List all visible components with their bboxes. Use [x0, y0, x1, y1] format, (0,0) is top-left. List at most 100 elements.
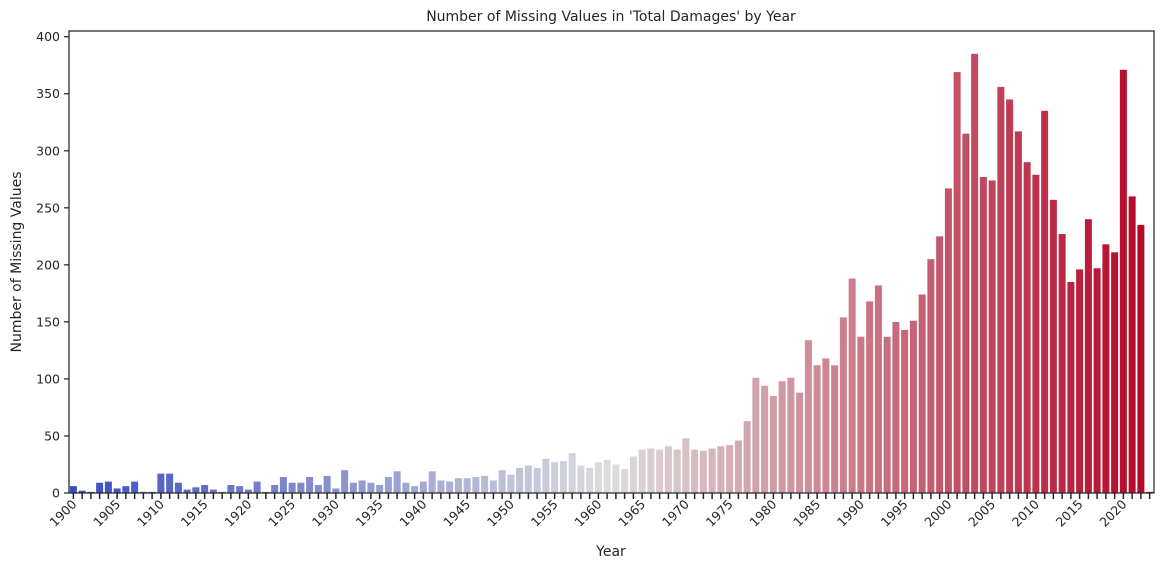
bar-1927 — [306, 477, 314, 493]
bar-1985 — [813, 365, 821, 493]
bar-1930 — [332, 488, 340, 493]
bar-2003 — [971, 53, 979, 494]
bar-1955 — [551, 462, 559, 493]
bar-1956 — [559, 461, 567, 493]
x-tick-label-1980: 1980 — [746, 496, 779, 529]
x-tick-label-1970: 1970 — [659, 496, 692, 529]
bar-1951 — [516, 467, 524, 493]
bar-2017 — [1093, 268, 1101, 493]
y-tick-label-200: 200 — [36, 257, 60, 272]
bar-1980 — [769, 396, 777, 493]
bar-1975 — [726, 445, 734, 493]
x-tick-label-1985: 1985 — [790, 497, 823, 530]
y-axis: 0 50 100 150 200 250 300 350 400 — [36, 29, 69, 501]
x-tick-label-1945: 1945 — [440, 497, 473, 530]
y-tick-label-300: 300 — [36, 143, 60, 158]
bar-1943 — [446, 481, 454, 493]
bar-2015 — [1076, 269, 1084, 493]
bar-1906 — [122, 486, 130, 493]
bar-2011 — [1041, 110, 1049, 493]
bar-2000 — [944, 188, 952, 494]
bar-2001 — [953, 72, 961, 493]
x-tick-label-1975: 1975 — [703, 497, 736, 530]
y-tick-label-0: 0 — [52, 486, 60, 501]
x-tick-label-1995: 1995 — [878, 497, 911, 530]
bar-1926 — [297, 482, 305, 493]
bar-2007 — [1006, 99, 1014, 493]
bar-2012 — [1049, 199, 1057, 493]
x-tick-label-1905: 1905 — [90, 497, 123, 530]
bar-1961 — [603, 459, 611, 493]
bar-1919 — [236, 486, 244, 493]
bar-1949 — [498, 470, 506, 493]
y-tick-label-350: 350 — [36, 86, 60, 101]
bar-1992 — [874, 285, 882, 493]
bar-1933 — [358, 480, 366, 493]
bar-2014 — [1067, 281, 1075, 493]
bar-1966 — [647, 448, 655, 493]
bar-1984 — [804, 340, 812, 493]
bars-group — [69, 53, 1154, 494]
bar-1958 — [577, 465, 585, 493]
bar-1999 — [936, 236, 944, 493]
bar-2022 — [1137, 224, 1145, 493]
bar-1994 — [892, 321, 900, 493]
bar-1928 — [314, 485, 322, 493]
x-tick-label-1955: 1955 — [528, 497, 561, 530]
x-tick-label-2020: 2020 — [1096, 496, 1129, 529]
bar-1991 — [866, 301, 874, 493]
bar-2008 — [1014, 131, 1022, 493]
y-tick-label-100: 100 — [36, 371, 60, 386]
x-tick-label-1910: 1910 — [134, 496, 167, 529]
bar-2006 — [997, 86, 1005, 494]
bar-1993 — [883, 336, 891, 493]
bar-1945 — [463, 478, 471, 493]
bar-1990 — [857, 336, 865, 493]
bar-1925 — [288, 482, 296, 493]
x-tick-label-1965: 1965 — [615, 497, 648, 530]
bar-2005 — [988, 180, 996, 493]
x-tick-label-2010: 2010 — [1009, 496, 1042, 529]
x-tick-label-1950: 1950 — [484, 496, 517, 529]
bar-1965 — [638, 449, 646, 493]
bar-1916 — [209, 489, 217, 493]
bar-1996 — [909, 320, 917, 493]
bar-1953 — [533, 467, 541, 493]
bar-1979 — [761, 385, 769, 493]
x-tick-label-1935: 1935 — [353, 497, 386, 530]
bar-1959 — [586, 467, 594, 493]
bar-2002 — [962, 133, 970, 494]
bar-1936 — [384, 477, 392, 493]
bar-1942 — [437, 480, 445, 493]
bar-1970 — [682, 438, 690, 493]
bar-1952 — [524, 465, 532, 493]
bar-1911 — [166, 473, 174, 493]
bar-1989 — [848, 278, 856, 493]
bar-1995 — [901, 329, 909, 493]
y-tick-label-400: 400 — [36, 29, 60, 44]
bar-1938 — [402, 482, 410, 493]
y-axis-label: Number of Missing Values — [9, 171, 25, 352]
bar-1971 — [691, 449, 699, 493]
bar-1941 — [428, 471, 436, 493]
bar-1964 — [629, 456, 637, 493]
bar-2009 — [1023, 162, 1031, 493]
bar-1904 — [104, 481, 112, 493]
bar-1950 — [507, 474, 515, 493]
bar-1987 — [831, 365, 839, 493]
x-tick-label-1915: 1915 — [178, 497, 211, 530]
bar-1976 — [734, 440, 742, 493]
bar-2019 — [1111, 252, 1119, 493]
bar-1969 — [673, 449, 681, 493]
x-tick-label-2015: 2015 — [1053, 497, 1086, 530]
bar-1962 — [612, 464, 620, 493]
plot-frame — [68, 30, 1155, 494]
bar-1986 — [822, 358, 830, 493]
bar-1957 — [568, 453, 576, 493]
x-tick-label-1920: 1920 — [221, 496, 254, 529]
bar-1968 — [664, 446, 672, 493]
x-tick-label-1900: 1900 — [46, 496, 79, 529]
bar-1940 — [419, 481, 427, 493]
x-axis: 1900 1905 1910 1915 1920 1925 1930 1935 1940 1945… — [46, 493, 1151, 530]
